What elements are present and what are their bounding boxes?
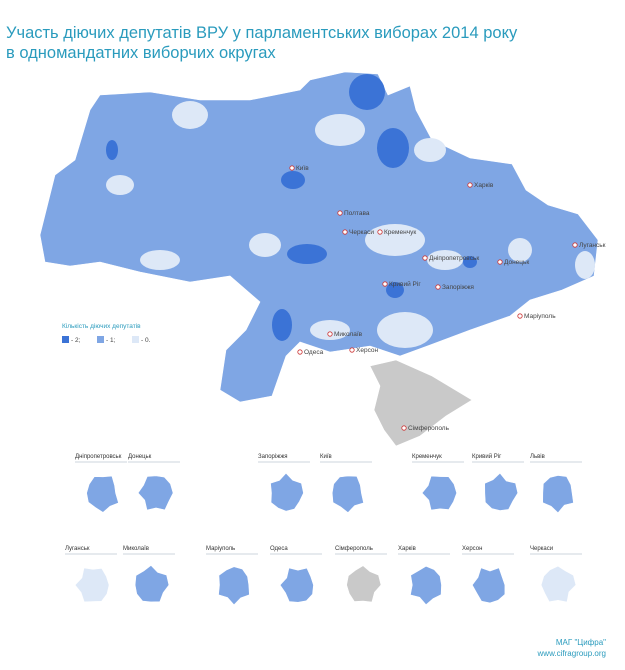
inset-title: Сімферополь	[335, 546, 373, 552]
inset-shape	[134, 564, 170, 603]
city-label: Сімферополь	[408, 424, 450, 432]
city-dot	[349, 347, 355, 353]
inset-title: Київ	[320, 454, 332, 460]
legend-swatch	[62, 336, 69, 343]
city-dot	[401, 425, 407, 431]
inset-shape	[484, 472, 519, 511]
city-labels: Київ Харків Полтава Кременчук Дніпропетровсь…	[289, 165, 606, 432]
inset-title: Львів	[530, 454, 545, 460]
inset-shape	[74, 567, 110, 603]
city-label: Миколаїв	[334, 331, 363, 338]
city-dot	[342, 229, 348, 235]
city-label: Кременчук	[384, 229, 416, 236]
city-dot	[337, 210, 343, 216]
inset-title: Одеса	[270, 546, 288, 552]
city-label: Донецьк	[504, 259, 529, 266]
city-label: Полтава	[344, 210, 370, 217]
inset-title: Дніпропетровськ	[75, 454, 122, 460]
inset-shape	[421, 475, 458, 511]
city-dot	[289, 165, 295, 171]
inset-shape	[331, 475, 364, 514]
title-line: Участь діючих депутатів ВРУ у парламентс…	[6, 24, 518, 42]
city-label: Дніпропетровськ	[429, 254, 479, 262]
inset-title: Миколаїв	[123, 546, 149, 552]
city-label: Одеса	[304, 349, 324, 356]
legend: - 2; - 1; - 0.	[62, 336, 151, 344]
inset-shape	[346, 565, 382, 603]
inset-shape	[279, 567, 314, 603]
zero-areas	[106, 101, 595, 348]
city-label: Луганськ	[579, 242, 606, 249]
ukraine	[39, 71, 599, 403]
inset-shape	[270, 472, 304, 512]
inset-shape	[542, 475, 574, 514]
inset-shape	[410, 565, 442, 606]
legend-swatch	[97, 336, 104, 343]
legend-label: - 1;	[106, 337, 116, 344]
city-dot	[422, 255, 428, 261]
city-label: Харків	[474, 181, 494, 189]
inset-title: Донецьк	[128, 454, 152, 460]
inset-title: Черкаси	[530, 546, 553, 552]
city-dot	[377, 229, 383, 235]
inset-title: Запоріжжя	[258, 454, 288, 460]
legend-swatch	[132, 336, 139, 343]
inset-shape	[471, 567, 506, 604]
city-label: Херсон	[356, 347, 379, 354]
city-label: Черкаси	[349, 229, 374, 236]
title-line: в одномандатних виборчих округах	[6, 44, 276, 62]
city-dot	[435, 284, 441, 290]
inset-title: Херсон	[462, 546, 482, 552]
inset-title: Луганськ	[65, 546, 90, 552]
city-dot	[382, 281, 388, 287]
legend-label: - 2;	[71, 337, 81, 344]
footer: МАГ "Цифра"	[556, 638, 606, 647]
city-label: Запоріжжя	[442, 283, 474, 291]
city-label: Київ	[296, 165, 309, 172]
two-areas	[106, 74, 477, 341]
map	[39, 71, 599, 447]
city-dot	[517, 313, 523, 319]
inset-shape	[137, 475, 174, 511]
inset-shape	[86, 475, 119, 513]
city-label: Маріуполь	[524, 312, 556, 320]
crimea	[369, 359, 473, 447]
inset-title: Кременчук	[412, 454, 442, 460]
inset-shape	[218, 566, 250, 606]
insets: Дніпропетровськ Донецьк Запоріжжя Київ Креме…	[65, 453, 582, 606]
inset-title: Харків	[398, 546, 416, 552]
legend-title: Кількість діючих депутатів	[62, 322, 141, 330]
inset-title: Маріуполь	[206, 546, 235, 552]
inset-title: Кривий Ріг	[472, 453, 502, 460]
inset-shape	[540, 565, 577, 603]
city-dot	[497, 259, 503, 265]
legend-label: - 0.	[141, 337, 151, 344]
city-label: Кривий Ріг	[389, 280, 421, 288]
footer: www.cifragroup.org	[537, 649, 606, 658]
city-dot	[467, 182, 473, 188]
city-dot	[572, 242, 578, 248]
city-dot	[297, 349, 303, 355]
city-dot	[327, 331, 333, 337]
